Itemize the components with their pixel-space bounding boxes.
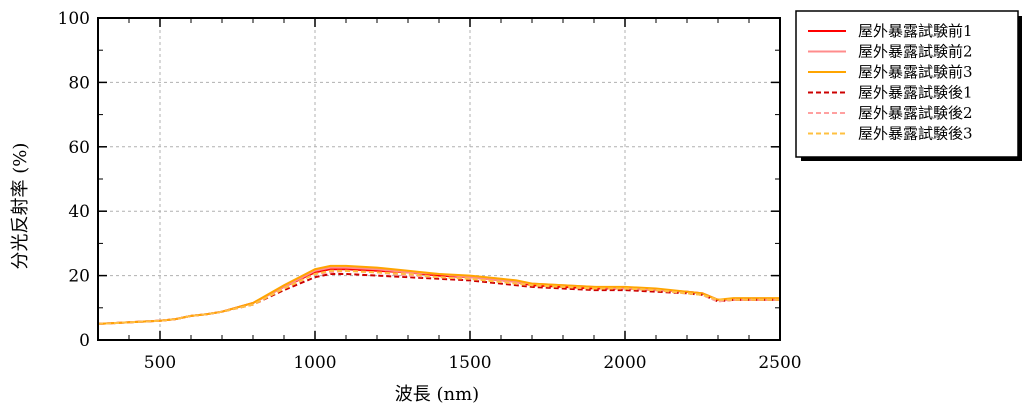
legend-label-2: 屋外暴露試験前2 <box>858 43 973 61</box>
y-tick-label: 40 <box>68 202 90 222</box>
x-tick-label: 1500 <box>448 353 491 373</box>
legend-label-4: 屋外暴露試験後1 <box>858 84 973 102</box>
series-line-3 <box>97 264 780 325</box>
series-line-6 <box>97 269 780 325</box>
legend-label-6: 屋外暴露試験後3 <box>858 125 973 143</box>
x-axis-title: 波長 (nm) <box>395 384 479 405</box>
series-line-4 <box>97 273 780 325</box>
y-tick-label: 80 <box>68 73 90 93</box>
legend-label-5: 屋外暴露試験後2 <box>858 104 973 122</box>
y-tick-label: 0 <box>79 331 90 351</box>
y-tick-label: 100 <box>58 9 90 29</box>
legend-label-1: 屋外暴露試験前1 <box>858 22 973 40</box>
legend-label-3: 屋外暴露試験前3 <box>858 63 973 81</box>
y-tick-label: 20 <box>68 267 90 287</box>
x-tick-label: 2000 <box>603 353 646 373</box>
x-tick-label: 2500 <box>758 353 801 373</box>
x-tick-label: 1000 <box>293 353 336 373</box>
axis-ticks: 500 1000 1500 2000 2500 0 20 40 60 80 100 <box>58 9 802 373</box>
legend: 屋外暴露試験前1 屋外暴露試験前2 屋外暴露試験前3 屋外暴露試験後1 屋外暴露試験後2… <box>795 10 1022 161</box>
y-tick-label: 60 <box>68 138 90 158</box>
x-tick-label: 500 <box>144 353 176 373</box>
series-lines <box>97 264 780 325</box>
y-axis-title: 分光反射率 (%) <box>10 143 31 270</box>
legend-items: 屋外暴露試験前1 屋外暴露試験前2 屋外暴露試験前3 屋外暴露試験後1 屋外暴露試験後2… <box>808 22 973 143</box>
